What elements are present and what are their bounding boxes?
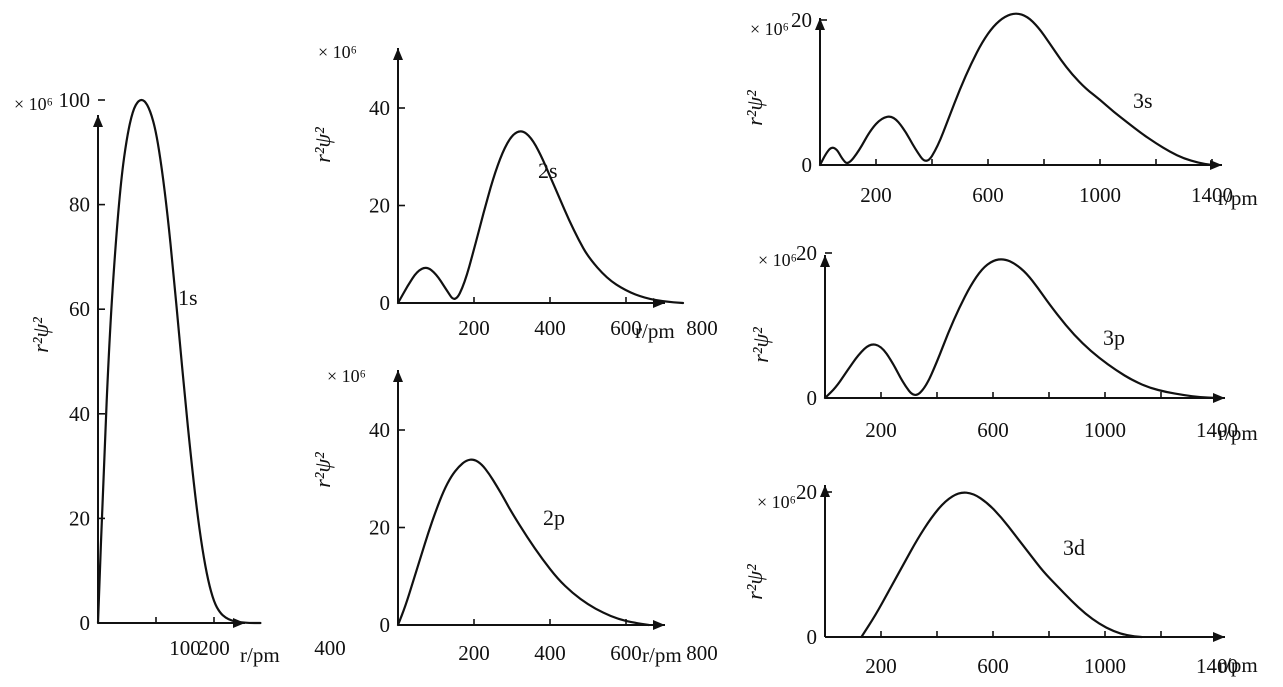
y-tick-label-1s-40: 40 bbox=[69, 402, 90, 426]
x-axis-arrow-icon bbox=[1213, 393, 1225, 403]
x-tick-label-2p-600: 600 bbox=[610, 641, 642, 665]
y-tick-label-2s-40: 40 bbox=[369, 96, 390, 120]
y-axis-label-3d: r²ψ² bbox=[742, 564, 767, 600]
y-tick-label-3d-20: 20 bbox=[796, 480, 817, 504]
x-tick-label-3s-600: 600 bbox=[972, 183, 1004, 207]
x-tick-label-3s-1000: 1000 bbox=[1079, 183, 1121, 207]
scale-label-3s: × 10⁶ bbox=[750, 19, 789, 39]
orbital-label-2p: 2p bbox=[543, 505, 565, 530]
y-tick-label-1s-20: 20 bbox=[69, 506, 90, 530]
x-tick-label-2s-200: 200 bbox=[458, 316, 490, 340]
x-axis-arrow-icon bbox=[653, 620, 665, 630]
x-tick-label-3p-200: 200 bbox=[865, 418, 897, 442]
scale-label-1s: × 10⁶ bbox=[14, 94, 53, 114]
orbital-label-3p: 3p bbox=[1103, 325, 1125, 350]
y-tick-label-1s-80: 80 bbox=[69, 193, 90, 217]
x-tick-label-3p-1400: 1400 bbox=[1196, 418, 1238, 442]
x-tick-label-1s-100: 100 bbox=[169, 636, 201, 660]
curve-1s bbox=[96, 98, 262, 625]
y-tick-label-1s-60: 60 bbox=[69, 297, 90, 321]
curve-3d bbox=[860, 491, 1143, 639]
y-tick-label-1s-100: 100 bbox=[59, 88, 91, 112]
y-tick-label-3s-0: 0 bbox=[802, 153, 813, 177]
x-axis-arrow-icon bbox=[1213, 632, 1225, 642]
x-tick-label-3d-200: 200 bbox=[865, 654, 897, 678]
y-axis-arrow-icon bbox=[393, 370, 403, 382]
x-tick-label-2s-800: 800 bbox=[686, 316, 718, 340]
x-axis-label-2s: r/pm bbox=[635, 319, 675, 343]
y-tick-label-2s-20: 20 bbox=[369, 194, 390, 218]
x-tick-label-2p-200: 200 bbox=[458, 641, 490, 665]
x-tick-label-2p-400: 400 bbox=[534, 641, 566, 665]
orbital-label-1s: 1s bbox=[178, 285, 198, 310]
y-axis-label-3p: r²ψ² bbox=[748, 327, 773, 363]
y-axis-arrow-icon bbox=[820, 485, 830, 497]
y-tick-label-2s-0: 0 bbox=[380, 291, 391, 315]
y-tick-label-2p-20: 20 bbox=[369, 516, 390, 540]
y-axis-arrow-icon bbox=[93, 115, 103, 127]
y-axis-label-1s: r²ψ² bbox=[28, 317, 53, 353]
scale-label-2p: × 10⁶ bbox=[327, 366, 366, 386]
x-tick-label-2s-600: 600 bbox=[610, 316, 642, 340]
curve-3s bbox=[818, 12, 1214, 167]
x-tick-label-3d-600: 600 bbox=[977, 654, 1009, 678]
x-axis-label-3p: r/pm bbox=[1218, 421, 1258, 445]
y-axis-arrow-icon bbox=[815, 18, 825, 30]
y-tick-label-1s-0: 0 bbox=[80, 611, 91, 635]
orbital-label-3d: 3d bbox=[1063, 535, 1085, 560]
y-tick-label-3s-20: 20 bbox=[791, 8, 812, 32]
orbital-label-3s: 3s bbox=[1133, 88, 1153, 113]
x-tick-label-3s-1400: 1400 bbox=[1191, 183, 1233, 207]
y-tick-label-2p-40: 40 bbox=[369, 418, 390, 442]
y-tick-label-3d-0: 0 bbox=[807, 625, 818, 649]
x-tick-label-2s-400: 400 bbox=[534, 316, 566, 340]
x-tick-label-3p-1000: 1000 bbox=[1084, 418, 1126, 442]
y-tick-label-3p-20: 20 bbox=[796, 241, 817, 265]
x-axis-label-3d: r/pm bbox=[1218, 653, 1258, 677]
x-tick-label-3s-200: 200 bbox=[860, 183, 892, 207]
x-tick-label-2p-800: 800 bbox=[686, 641, 718, 665]
x-axis-label-1s: r/pm bbox=[240, 643, 280, 667]
y-axis-arrow-icon bbox=[393, 48, 403, 60]
curve-3p bbox=[823, 258, 1219, 400]
curve-2s bbox=[396, 130, 685, 305]
y-axis-arrow-icon bbox=[820, 255, 830, 267]
x-tick-label-3p-600: 600 bbox=[977, 418, 1009, 442]
x-axis-label-3s: r/pm bbox=[1218, 186, 1258, 210]
y-tick-label-2p-0: 0 bbox=[380, 613, 391, 637]
y-axis-label-2s: r²ψ² bbox=[310, 127, 335, 163]
scale-label-3d: × 10⁶ bbox=[757, 492, 796, 512]
x-tick-label-3d-1000: 1000 bbox=[1084, 654, 1126, 678]
x-tick-label-1s-400: 400 bbox=[314, 636, 346, 660]
x-tick-label-1s-200: 200 bbox=[198, 636, 230, 660]
x-tick-label-3d-1400: 1400 bbox=[1196, 654, 1238, 678]
x-axis-arrow-icon bbox=[1210, 160, 1222, 170]
y-tick-label-3p-0: 0 bbox=[807, 386, 818, 410]
y-axis-label-3s: r²ψ² bbox=[742, 90, 767, 126]
x-axis-label-2p: r/pm bbox=[642, 643, 682, 667]
scale-label-2s: × 10⁶ bbox=[318, 42, 357, 62]
y-axis-label-2p: r²ψ² bbox=[310, 452, 335, 488]
curve-2p bbox=[396, 458, 650, 627]
scale-label-3p: × 10⁶ bbox=[758, 250, 797, 270]
